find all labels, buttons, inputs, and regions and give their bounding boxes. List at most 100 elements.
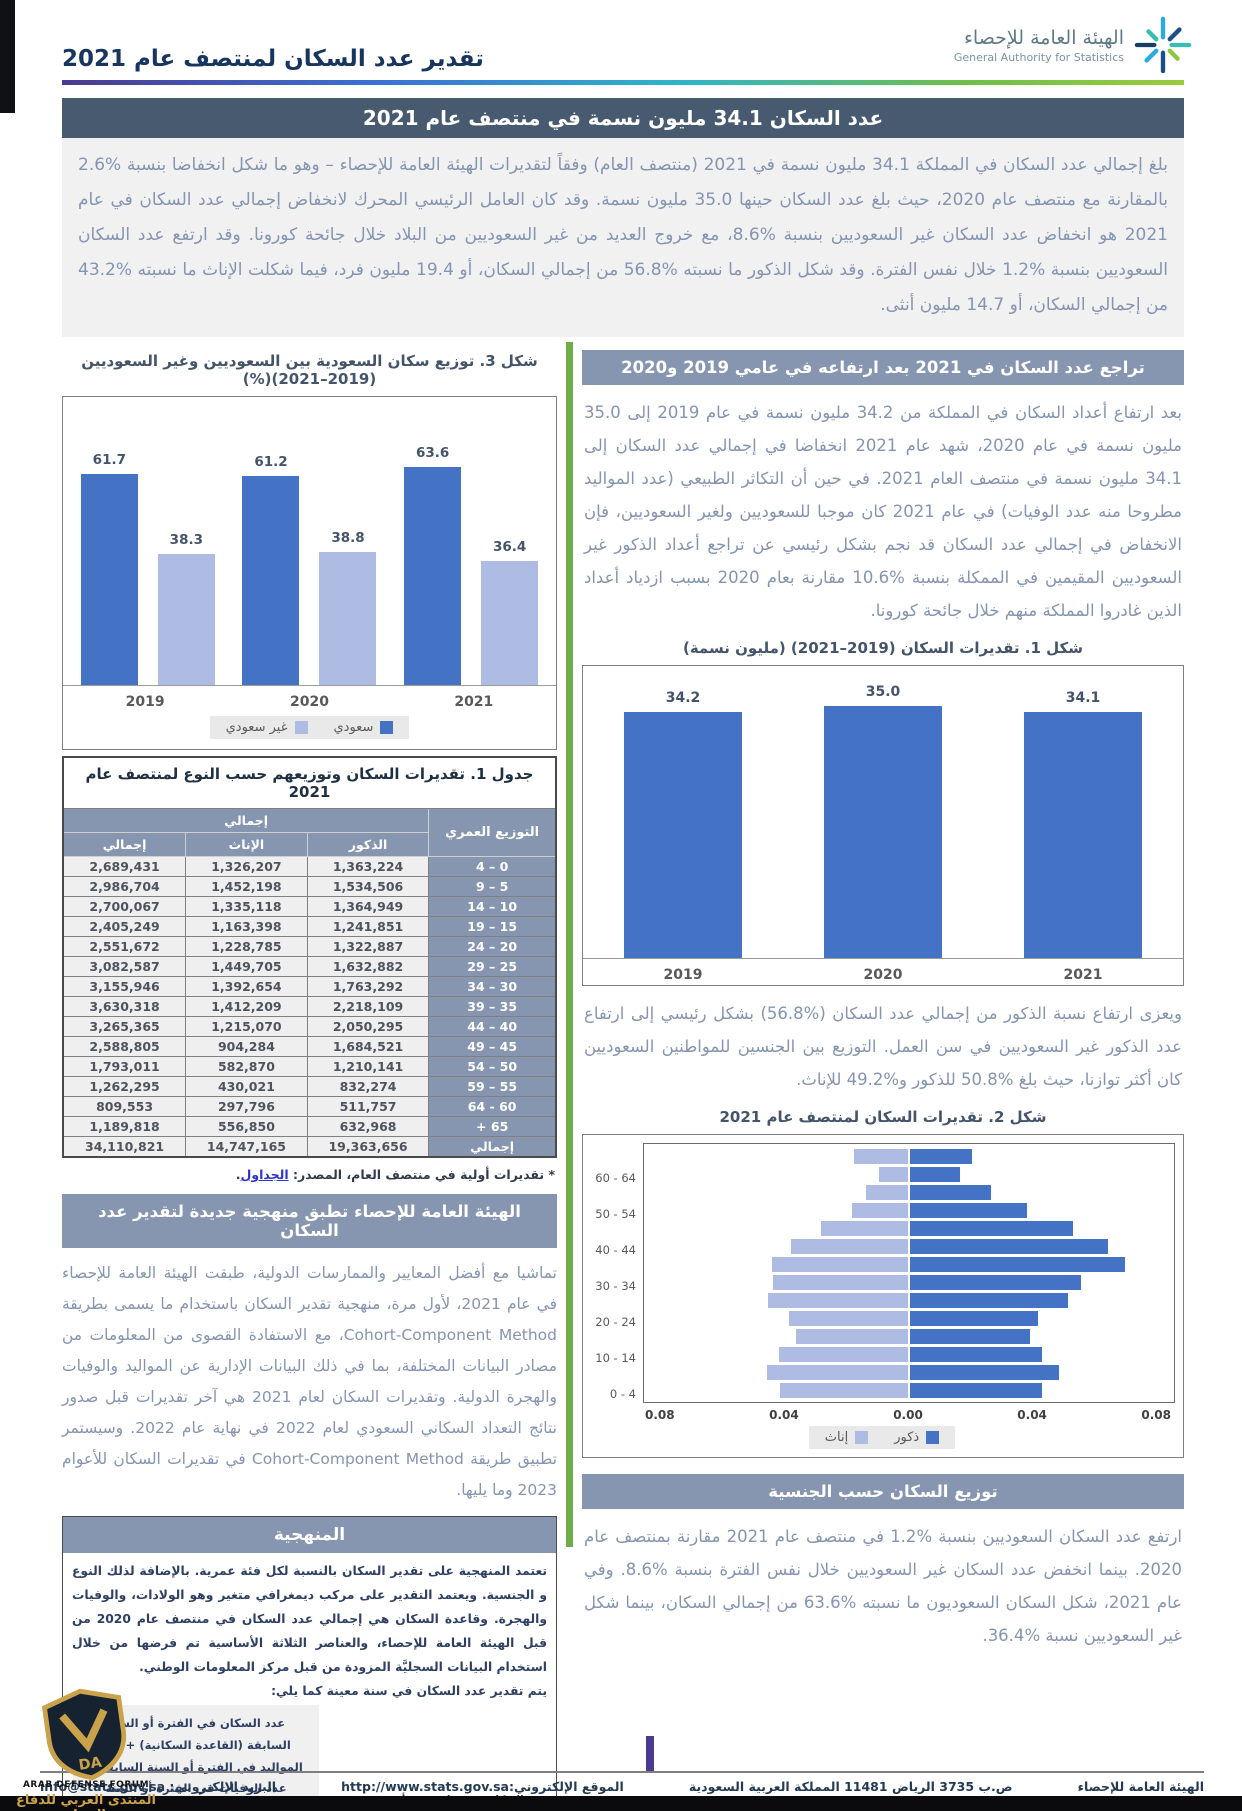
tables-link[interactable]: الجداول <box>240 1167 289 1183</box>
gastat-logo-text: الهيئة العامة للإحصاء General Authority … <box>954 27 1124 64</box>
fig1-population-bar <box>624 712 742 959</box>
pyramid-left-half <box>644 1166 909 1182</box>
y-axis-label <box>589 1295 636 1313</box>
population-value-cell: 1,163,398 <box>185 916 308 938</box>
x-axis-label: 2020 <box>863 967 903 984</box>
population-value-cell: 1,793,011 <box>62 1056 187 1078</box>
y-axis-label <box>589 1223 636 1241</box>
legend-item: غير سعودي <box>226 720 308 735</box>
table1-row: 45 – 49 1,684,521 904,284 2,588,805 <box>62 1036 557 1058</box>
bottom-black-bar <box>0 1796 1242 1811</box>
bar-value-label: 34.1 <box>1065 690 1101 707</box>
population-value-cell: 1,452,198 <box>185 876 308 898</box>
bar-value-label: 35.0 <box>865 684 901 701</box>
y-axis-label: 50 - 54 <box>595 1207 636 1222</box>
pyramid-left-half <box>644 1346 909 1362</box>
pyramid-right-half <box>909 1310 1174 1326</box>
pyramid-left-half <box>644 1310 909 1326</box>
fig3-nonsaudi-bar <box>157 554 215 686</box>
pyramid-right-half <box>909 1328 1174 1344</box>
y-axis-label <box>589 1151 636 1169</box>
bar-value-label: 36.4 <box>492 539 527 556</box>
nationality-text: ارتفع عدد السكان السعوديين بنسبة %1.2 في… <box>584 1527 1183 1646</box>
fig1-population-bar <box>824 706 942 959</box>
pyramid-right-half <box>909 1292 1174 1308</box>
pyramid-male-bar <box>910 1364 1059 1380</box>
y-axis-label <box>589 1331 636 1349</box>
population-value-cell: 1,326,207 <box>185 856 308 878</box>
table1-col-females: الإناث <box>185 832 308 858</box>
table1-footnote: * تقديرات أولية في منتصف العام، المصدر: … <box>64 1167 555 1182</box>
population-value-cell: 2,700,067 <box>62 896 187 918</box>
fig1-barwrap: 34.1 <box>1024 690 1142 959</box>
bar-value-label: 61.7 <box>92 452 126 469</box>
pyramid-male-bar <box>910 1148 972 1164</box>
pyramid-row <box>644 1309 1174 1327</box>
population-value-cell: 297,796 <box>185 1096 308 1118</box>
pyramid-female-bar <box>790 1238 908 1254</box>
x-axis-label: 2019 <box>663 967 703 984</box>
bar-value-label: 38.3 <box>169 532 203 549</box>
x-tick-label: 0.08 <box>1141 1408 1171 1423</box>
right-column: تراجع عدد السكان في 2021 بعد ارتفاعه في … <box>582 340 1184 1663</box>
pyramid-left-half <box>644 1256 909 1272</box>
age-group-cell: 20 – 24 <box>428 936 557 958</box>
population-value-cell: 1,392,654 <box>185 976 308 998</box>
age-group-cell: 15 – 19 <box>428 916 557 938</box>
table1-row: 25 – 29 1,632,882 1,449,705 3,082,587 <box>62 956 557 978</box>
gender-text: ويعزى ارتفاع نسبة الذكور من إجمالي عدد ا… <box>584 1004 1182 1090</box>
fig1-barwrap: 35.0 <box>824 684 942 959</box>
population-value-cell: 1,215,070 <box>185 1016 308 1038</box>
population-value-cell: 1,262,295 <box>62 1076 187 1098</box>
y-axis-label: 60 - 64 <box>595 1171 636 1186</box>
fig3-chart: 61.7 38.3 61.2 38.8 63.6 36.4 2019 2020 2021 سع… <box>62 396 557 751</box>
pyramid-female-bar <box>767 1292 908 1308</box>
population-value-cell: 1,322,887 <box>306 936 430 958</box>
population-value-cell: 34,110,821 <box>62 1136 187 1158</box>
new-methodology-text: تماشيا مع أفضل المعايير والممارسات الدول… <box>62 1264 557 1500</box>
table1-row: 30 – 34 1,763,292 1,392,654 3,155,946 <box>62 976 557 998</box>
population-value-cell: 1,228,785 <box>185 936 308 958</box>
fig3-nonsaudi-bar <box>319 552 377 686</box>
table1-col-total: إجمالي <box>62 832 187 858</box>
y-axis-label: 10 - 14 <box>595 1351 636 1366</box>
table1: جدول 1. تقديرات السكان وتوزيعهم حسب النو… <box>62 756 557 1159</box>
bar-value-label: 38.8 <box>331 530 365 547</box>
pyramid-male-bar <box>910 1328 1031 1344</box>
pyramid-left-half <box>644 1364 909 1380</box>
watermark-initials: DA <box>78 1755 104 1774</box>
table1-row: 0 – 4 1,363,224 1,326,207 2,689,431 <box>62 856 557 878</box>
pyramid-male-bar <box>910 1166 960 1182</box>
pyramid-female-bar <box>879 1166 908 1182</box>
y-axis-label: 0 - 4 <box>609 1387 636 1402</box>
logo-arabic-name: الهيئة العامة للإحصاء <box>963 26 1124 49</box>
fig1-xlabels: 2019 2020 2021 <box>583 959 1183 985</box>
legend-label: ذكور <box>894 1430 920 1446</box>
population-value-cell: 1,241,851 <box>306 916 430 938</box>
headline-banner: عدد السكان 34.1 مليون نسمة في منتصف عام … <box>62 98 1184 138</box>
population-value-cell: 1,364,949 <box>306 896 430 918</box>
table1-title: جدول 1. تقديرات السكان وتوزيعهم حسب النو… <box>62 756 557 810</box>
x-tick-label: 0.08 <box>645 1408 675 1423</box>
pyramid-right-half <box>909 1364 1174 1380</box>
age-group-cell: 40 – 44 <box>428 1016 557 1038</box>
x-axis-label: 2021 <box>454 694 494 711</box>
pyramid-female-bar <box>767 1364 908 1380</box>
pyramid-left-half <box>644 1328 909 1344</box>
table1-row: 55 – 59 832,274 430,021 1,262,295 <box>62 1076 557 1098</box>
fig3-barwrap: 36.4 <box>481 539 539 686</box>
fig1-chart: 34.2 35.0 34.1 2019 2020 2021 <box>582 665 1184 987</box>
x-tick-label: 0.04 <box>769 1408 799 1423</box>
pyramid-row <box>644 1183 1174 1201</box>
pyramid-female-bar <box>854 1148 908 1164</box>
pyramid-left-half <box>644 1382 909 1398</box>
legend-label: سعودي <box>333 720 374 736</box>
pyramid-left-half <box>644 1220 909 1236</box>
population-value-cell: 3,630,318 <box>62 996 187 1018</box>
report-title: تقدير عدد السكان لمنتصف عام 2021 <box>62 46 484 72</box>
fig3-saudi-bar <box>242 476 300 686</box>
legend-item: إناث <box>825 1430 869 1445</box>
population-value-cell: 511,757 <box>306 1096 430 1118</box>
fig3-year-group: 63.6 36.4 <box>404 445 539 686</box>
fig1-barwrap: 34.2 <box>624 690 742 959</box>
